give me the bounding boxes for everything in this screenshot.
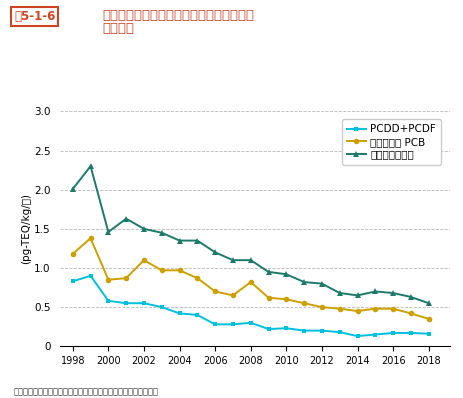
PCDD+PCDF	[407, 331, 413, 336]
ダイオキシン類	[176, 238, 182, 243]
コプラナー PCB	[212, 289, 218, 294]
コプラナー PCB	[176, 268, 182, 273]
Text: 食品からのダイオキシン類の一日摂取量の: 食品からのダイオキシン類の一日摂取量の	[102, 9, 254, 22]
Text: 経年変化: 経年変化	[102, 22, 134, 35]
PCDD+PCDF	[354, 334, 360, 338]
コプラナー PCB	[141, 258, 146, 263]
ダイオキシン類	[300, 280, 306, 285]
ダイオキシン類	[372, 289, 377, 294]
PCDD+PCDF	[70, 279, 75, 284]
Line: ダイオキシン類: ダイオキシン類	[69, 163, 431, 307]
ダイオキシン類	[354, 293, 360, 298]
PCDD+PCDF	[319, 328, 324, 333]
コプラナー PCB	[389, 306, 395, 311]
ダイオキシン類	[425, 301, 431, 306]
PCDD+PCDF	[389, 331, 395, 336]
ダイオキシン類	[407, 295, 413, 299]
Line: コプラナー PCB: コプラナー PCB	[70, 236, 431, 322]
コプラナー PCB	[194, 276, 200, 281]
コプラナー PCB	[283, 297, 288, 302]
Line: PCDD+PCDF: PCDD+PCDF	[70, 273, 430, 339]
Y-axis label: (pg-TEQ/kg/日): (pg-TEQ/kg/日)	[21, 193, 31, 264]
PCDD+PCDF	[212, 322, 218, 327]
PCDD+PCDF	[230, 322, 235, 327]
PCDD+PCDF	[247, 320, 253, 325]
コプラナー PCB	[300, 301, 306, 306]
ダイオキシン類	[88, 164, 93, 169]
ダイオキシン類	[319, 281, 324, 286]
PCDD+PCDF	[372, 332, 377, 337]
ダイオキシン類	[265, 269, 271, 274]
コプラナー PCB	[88, 236, 93, 241]
ダイオキシン類	[141, 226, 146, 231]
コプラナー PCB	[407, 311, 413, 316]
ダイオキシン類	[283, 272, 288, 277]
PCDD+PCDF	[336, 330, 342, 335]
コプラナー PCB	[372, 306, 377, 311]
コプラナー PCB	[319, 305, 324, 310]
ダイオキシン類	[106, 230, 111, 234]
PCDD+PCDF	[88, 273, 93, 278]
ダイオキシン類	[70, 187, 75, 191]
ダイオキシン類	[230, 258, 235, 263]
Text: 資料：厚生労働省「食品からのダイオキシン類一日摂取量調査」: 資料：厚生労働省「食品からのダイオキシン類一日摂取量調査」	[14, 387, 158, 396]
ダイオキシン類	[212, 250, 218, 255]
コプラナー PCB	[106, 277, 111, 282]
PCDD+PCDF	[194, 312, 200, 317]
ダイオキシン類	[159, 230, 164, 235]
コプラナー PCB	[354, 309, 360, 314]
PCDD+PCDF	[141, 301, 146, 306]
コプラナー PCB	[425, 316, 431, 321]
Legend: PCDD+PCDF, コプラナー PCB, ダイオキシン類: PCDD+PCDF, コプラナー PCB, ダイオキシン類	[341, 119, 440, 165]
PCDD+PCDF	[265, 327, 271, 332]
PCDD+PCDF	[300, 328, 306, 333]
PCDD+PCDF	[123, 301, 129, 306]
コプラナー PCB	[265, 295, 271, 300]
ダイオキシン類	[194, 238, 200, 243]
PCDD+PCDF	[425, 332, 431, 336]
PCDD+PCDF	[283, 326, 288, 331]
コプラナー PCB	[123, 276, 129, 281]
PCDD+PCDF	[176, 311, 182, 316]
ダイオキシン類	[123, 216, 129, 221]
PCDD+PCDF	[106, 298, 111, 303]
ダイオキシン類	[247, 258, 253, 263]
コプラナー PCB	[336, 306, 342, 311]
コプラナー PCB	[159, 268, 164, 273]
コプラナー PCB	[70, 252, 75, 256]
コプラナー PCB	[230, 293, 235, 298]
PCDD+PCDF	[159, 305, 164, 310]
ダイオキシン類	[336, 291, 342, 295]
Text: 図5-1-6: 図5-1-6	[14, 10, 55, 23]
コプラナー PCB	[247, 280, 253, 285]
ダイオキシン類	[389, 291, 395, 295]
